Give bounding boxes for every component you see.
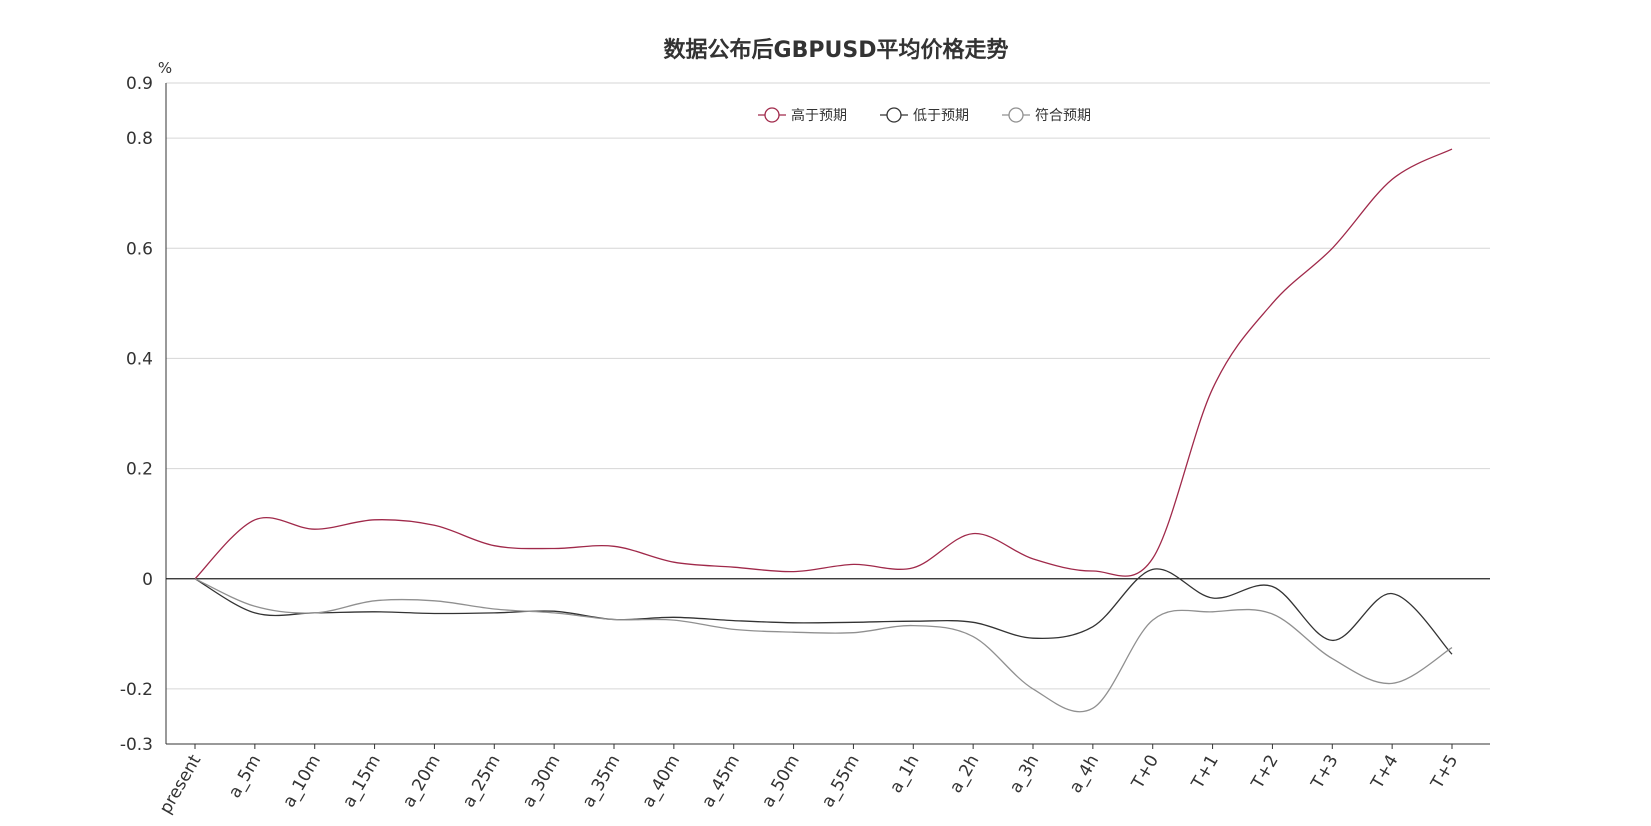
x-tick-label: a_3h: [1006, 752, 1044, 797]
legend-marker: [764, 107, 780, 123]
x-tick-label: a_10m: [279, 752, 325, 811]
series-line-0: [194, 148, 1453, 580]
x-tick-label: T+5: [1427, 752, 1463, 794]
x-tick-label: a_2h: [946, 752, 984, 797]
y-tick-label: -0.2: [120, 680, 153, 700]
x-tick-label: T+2: [1247, 752, 1283, 794]
x-tick-label: a_35m: [578, 752, 624, 811]
y-tick-label: 0.4: [126, 349, 153, 369]
x-axis-ticks: present a_5m a_10m a_15m a_20m a_25m a_30m a_35…: [156, 744, 1463, 817]
chart-title: 数据公布后GBPUSD平均价格走势: [664, 37, 1009, 63]
x-tick-label: a_5m: [225, 752, 265, 802]
x-tick-label: a_40m: [638, 752, 684, 811]
legend-item-0[interactable]: 高于预期: [758, 107, 847, 124]
y-tick-label: 0.9: [126, 74, 153, 94]
y-tick-label: 0.8: [126, 129, 153, 149]
y-tick-label: -0.3: [120, 735, 153, 755]
series-lines: [194, 148, 1453, 713]
axes: [165, 83, 1490, 745]
legend[interactable]: 高于预期 低于预期 符合预期: [758, 107, 1091, 124]
x-tick-label: a_4h: [1066, 752, 1104, 797]
legend-label: 符合预期: [1035, 108, 1091, 124]
x-tick-label: a_30m: [519, 752, 565, 811]
x-tick-label: a_1h: [886, 752, 924, 797]
legend-item-1[interactable]: 低于预期: [880, 107, 969, 124]
y-tick-label: 0.2: [126, 460, 153, 480]
legend-label: 低于预期: [913, 108, 969, 124]
x-tick-label: T+4: [1367, 752, 1403, 794]
series-line-2: [194, 578, 1453, 713]
y-tick-label: 0: [142, 570, 153, 590]
x-tick-label: T+1: [1187, 752, 1223, 794]
x-tick-label: T+0: [1127, 752, 1163, 794]
x-tick-label: a_15m: [339, 752, 385, 811]
series-line-1: [194, 568, 1453, 655]
legend-item-2[interactable]: 符合预期: [1002, 107, 1091, 124]
y-axis-unit: %: [158, 59, 172, 77]
x-tick-label: a_25m: [459, 752, 505, 811]
y-tick-label: 0.6: [126, 239, 153, 259]
x-tick-label: a_50m: [758, 752, 804, 811]
x-tick-label: present: [156, 751, 206, 817]
x-tick-label: a_55m: [818, 752, 864, 811]
x-tick-label: T+3: [1307, 752, 1343, 794]
legend-label: 高于预期: [791, 107, 847, 124]
x-tick-label: a_20m: [399, 752, 445, 811]
legend-marker: [1008, 107, 1024, 123]
y-axis-ticks: 0.9 0.8 0.6 0.4 0.2 0 -0.2 -0.3: [120, 74, 153, 755]
grid-lines: [166, 82, 1490, 690]
legend-marker: [886, 107, 902, 123]
x-tick-label: a_45m: [698, 752, 744, 811]
